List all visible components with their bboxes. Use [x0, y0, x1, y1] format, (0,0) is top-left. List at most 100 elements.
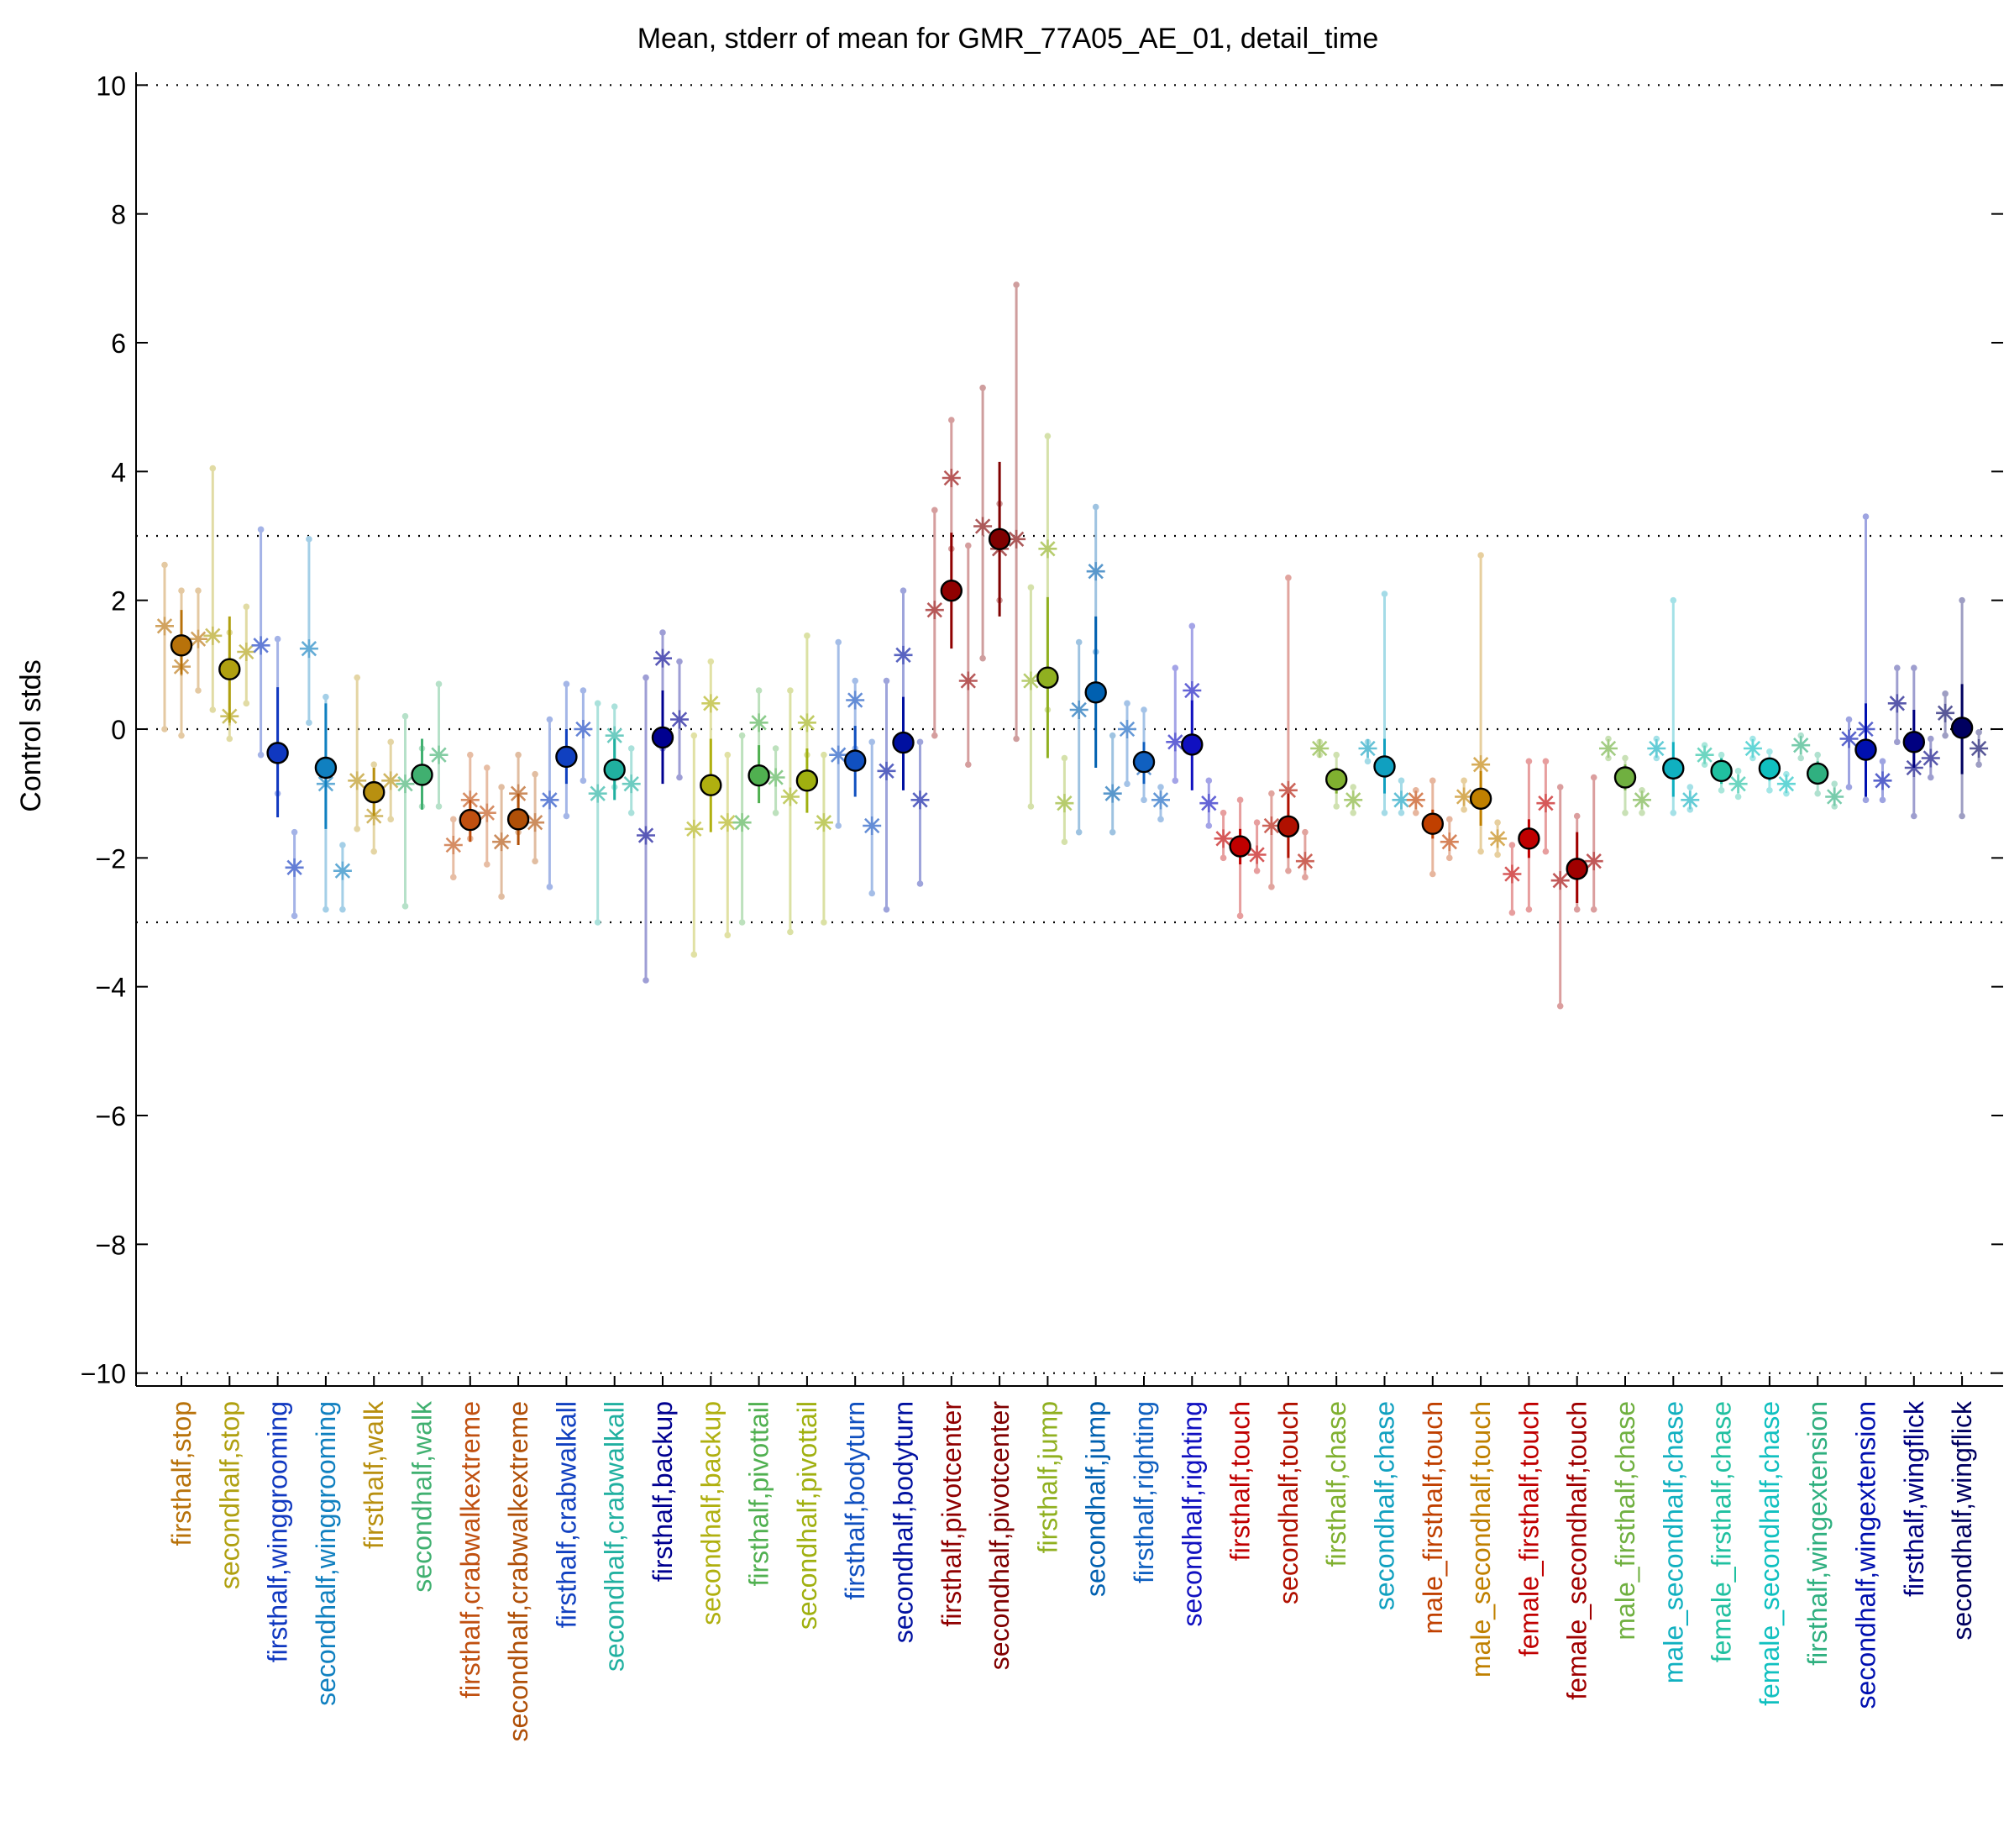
sub-range-end [1653, 735, 1660, 743]
category-group-33 [1743, 735, 1796, 797]
sub-range-end [787, 687, 794, 694]
sub-range-end [804, 633, 810, 639]
sub-mean-star-stroke [1488, 829, 1508, 848]
sub-mean-star-stroke [477, 803, 496, 822]
sub-mean-star-stroke [1873, 771, 1892, 790]
sub-range-end [1894, 664, 1901, 671]
sub-mean-star-stroke [1536, 794, 1555, 813]
sub-mean-star-stroke [1825, 787, 1844, 806]
mean-point [1084, 681, 1107, 704]
data-marks [155, 281, 1989, 1010]
category-group-10 [637, 629, 689, 984]
sub-range-end [498, 784, 505, 790]
sub-mean-star-stroke [443, 836, 463, 854]
sub-range-end [900, 587, 907, 594]
sub-range-end [401, 712, 409, 720]
x-tick-label: male_firsthalf,chase [1610, 1401, 1640, 1641]
sub-mean-star-stroke [1550, 871, 1570, 890]
sub-mean-star-stroke [1471, 755, 1491, 774]
category-group-19 [1069, 503, 1122, 836]
sub-range-end [883, 906, 890, 913]
x-tick-label: female_secondhalf,touch [1562, 1401, 1592, 1700]
sub-mean-star [1007, 529, 1026, 549]
sub-range-end [1508, 909, 1516, 916]
sub-mean-star-stroke [155, 617, 174, 636]
sub-range-end [1477, 848, 1484, 855]
sub-range-end [354, 674, 361, 681]
sub-mean-star-stroke [1295, 852, 1314, 871]
sub-range-end [1862, 513, 1870, 520]
sub-range-end [1027, 803, 1035, 810]
sub-mean-star [1183, 681, 1202, 700]
sub-range-end [1285, 867, 1292, 874]
sub-range-end [1911, 664, 1917, 671]
mean-point [603, 759, 626, 781]
sub-range-end [243, 700, 250, 707]
sub-mean-star-stroke [1055, 794, 1074, 813]
sub-range-end [401, 903, 409, 910]
sub-mean-star [1295, 852, 1314, 871]
sub-mean-star [1166, 732, 1185, 752]
mean-point [170, 634, 193, 657]
sub-range-end [948, 417, 955, 423]
sub-range-end [1975, 729, 1982, 736]
sub-mean-star [1262, 816, 1281, 835]
sub-range-end [1398, 809, 1405, 816]
sub-mean-star-stroke [1199, 794, 1219, 813]
sub-range-end [580, 687, 587, 694]
sub-mean-star-stroke [829, 745, 848, 764]
sub-range-end [1285, 575, 1292, 581]
sub-range-end [787, 928, 794, 936]
sub-range-end [1364, 758, 1372, 765]
sub-mean-star [1406, 790, 1425, 810]
sub-range-end [1092, 503, 1099, 511]
sub-mean-star-stroke [1038, 539, 1057, 559]
sub-range-end [707, 658, 715, 665]
mean-point [314, 756, 338, 780]
y-tick-label: −10 [81, 1359, 126, 1389]
sub-mean-star-stroke [766, 768, 785, 787]
mean-point [1710, 759, 1733, 783]
sub-range-end [1556, 1002, 1564, 1010]
sub-range-end [339, 906, 346, 913]
sub-range-end [450, 816, 457, 823]
sub-range-end [772, 745, 779, 752]
sub-range-end [1461, 777, 1467, 785]
sub-mean-star-stroke [1262, 816, 1281, 835]
sub-mean-star [1069, 701, 1088, 719]
category-group-12 [732, 687, 785, 926]
sub-mean-star [894, 645, 913, 664]
sub-mean-star-stroke [1633, 790, 1651, 810]
sub-range-end [178, 732, 185, 739]
category-group-16 [925, 417, 978, 768]
category-group-30 [1599, 735, 1651, 816]
x-tick-label: secondhalf,righting [1177, 1401, 1207, 1627]
sub-range-end [690, 951, 698, 958]
sub-range-end [323, 693, 329, 701]
sub-range-end [226, 735, 233, 743]
x-tick-label: secondhalf,walk [407, 1400, 438, 1593]
sub-range-end [257, 526, 265, 533]
sub-range-end [883, 677, 890, 685]
sub-range-end [243, 603, 250, 611]
category-group-22 [1214, 796, 1267, 920]
sub-range-end [1172, 664, 1179, 671]
sub-mean-star [925, 601, 944, 620]
sub-range-end [676, 658, 683, 665]
mean-point [1181, 733, 1204, 756]
sub-mean-star-stroke [1183, 681, 1202, 700]
x-tick-label: male_firsthalf,touch [1418, 1401, 1448, 1634]
sub-mean-star [846, 690, 865, 710]
category-group-36 [1887, 664, 1940, 820]
sub-mean-star-stroke [1151, 790, 1170, 810]
sub-range-end [1381, 591, 1388, 597]
y-axis-label: Control stds [15, 659, 47, 811]
sub-range-end [724, 932, 732, 939]
sub-mean-star [348, 771, 367, 790]
sub-range-end [1446, 816, 1453, 823]
sub-mean-star [237, 643, 256, 661]
sub-mean-star [477, 803, 496, 822]
sub-range-end [627, 809, 635, 816]
sub-range-end [1075, 828, 1083, 836]
